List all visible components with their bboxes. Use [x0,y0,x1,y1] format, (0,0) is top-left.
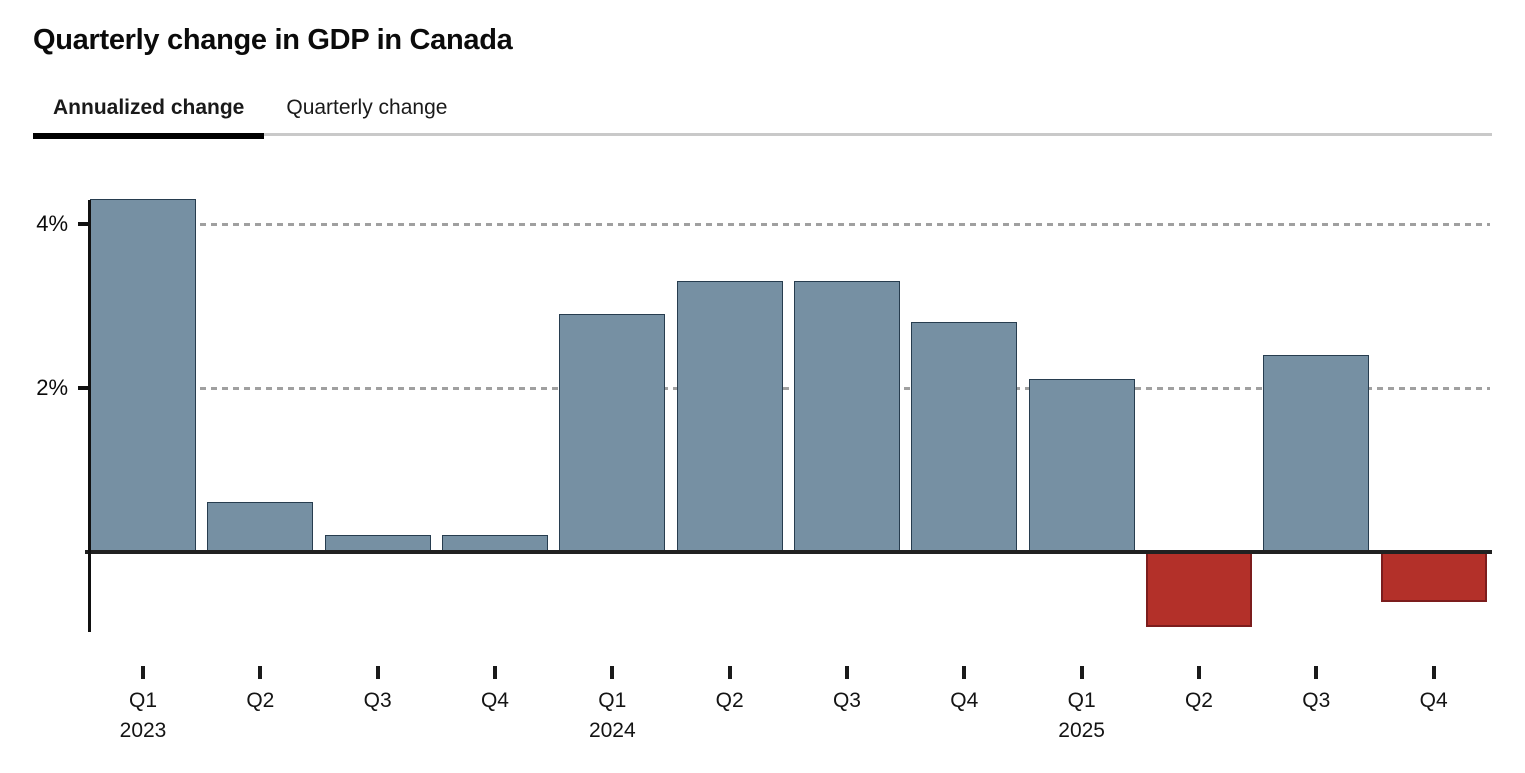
x-axis-year-2023: 2023 [119,719,167,742]
bar-q2-2025[interactable] [1145,553,1252,627]
x-axis-tick-9 [1196,666,1201,679]
x-axis-label-0: Q1 [128,689,157,712]
x-axis-label-11: Q4 [1419,689,1448,712]
tab-quarterly-change[interactable]: Quarterly change [286,96,448,119]
bar-q4-2023[interactable] [441,534,548,551]
x-axis-label-1: Q2 [246,689,275,712]
x-axis-label-7: Q4 [950,689,979,712]
x-axis-tick-3 [492,666,497,679]
bar-q1-2025[interactable] [1028,379,1135,551]
bar-q2-2023[interactable] [207,501,314,551]
x-axis-tick-6 [844,666,849,679]
x-axis-tick-7 [962,666,967,679]
bar-q2-2024[interactable] [676,281,783,551]
x-axis-year-2024: 2024 [588,719,636,742]
y-axis-label-4pct: 4% [36,211,68,236]
bar-q1-2023[interactable] [90,199,196,551]
gridline-2pct [90,386,1490,390]
y-axis-line [88,200,91,632]
x-axis-tick-10 [1314,666,1319,679]
x-axis-tick-5 [727,666,732,679]
x-axis-label-9: Q2 [1184,689,1213,712]
x-axis-label-5: Q2 [715,689,744,712]
tab-annualized-change[interactable]: Annualized change [33,96,265,139]
y-axis-tick-4pct [78,222,90,226]
x-axis-zero-line [85,550,1492,554]
x-axis-label-4: Q1 [598,689,627,712]
x-axis-tick-8 [1079,666,1084,679]
x-axis-tick-0 [141,666,145,679]
x-axis-label-3: Q4 [480,689,509,712]
x-axis-tick-11 [1431,666,1436,679]
x-axis-label-2: Q3 [363,689,392,712]
x-axis-label-10: Q3 [1302,689,1331,712]
x-axis-tick-2 [375,666,380,679]
bar-q1-2024[interactable] [559,313,666,551]
x-axis-label-6: Q3 [832,689,861,712]
tab-bar: Annualized change Quarterly change [33,96,1492,139]
gridline-4pct [90,223,1490,226]
bar-q4-2024[interactable] [911,322,1018,551]
bar-q3-2024[interactable] [793,281,900,551]
x-axis-tick-1 [258,666,263,679]
bar-q3-2025[interactable] [1263,354,1370,551]
bar-q3-2023[interactable] [324,534,431,551]
y-axis-tick-2pct [78,385,90,390]
x-axis-tick-4 [610,666,615,679]
x-axis-label-8: Q1 [1067,689,1096,712]
x-axis-year-2025: 2025 [1058,719,1105,742]
bar-q4-2025[interactable] [1380,553,1487,603]
y-axis-label-2pct: 2% [36,374,68,400]
page-title: Quarterly change in GDP in Canada [33,24,513,56]
